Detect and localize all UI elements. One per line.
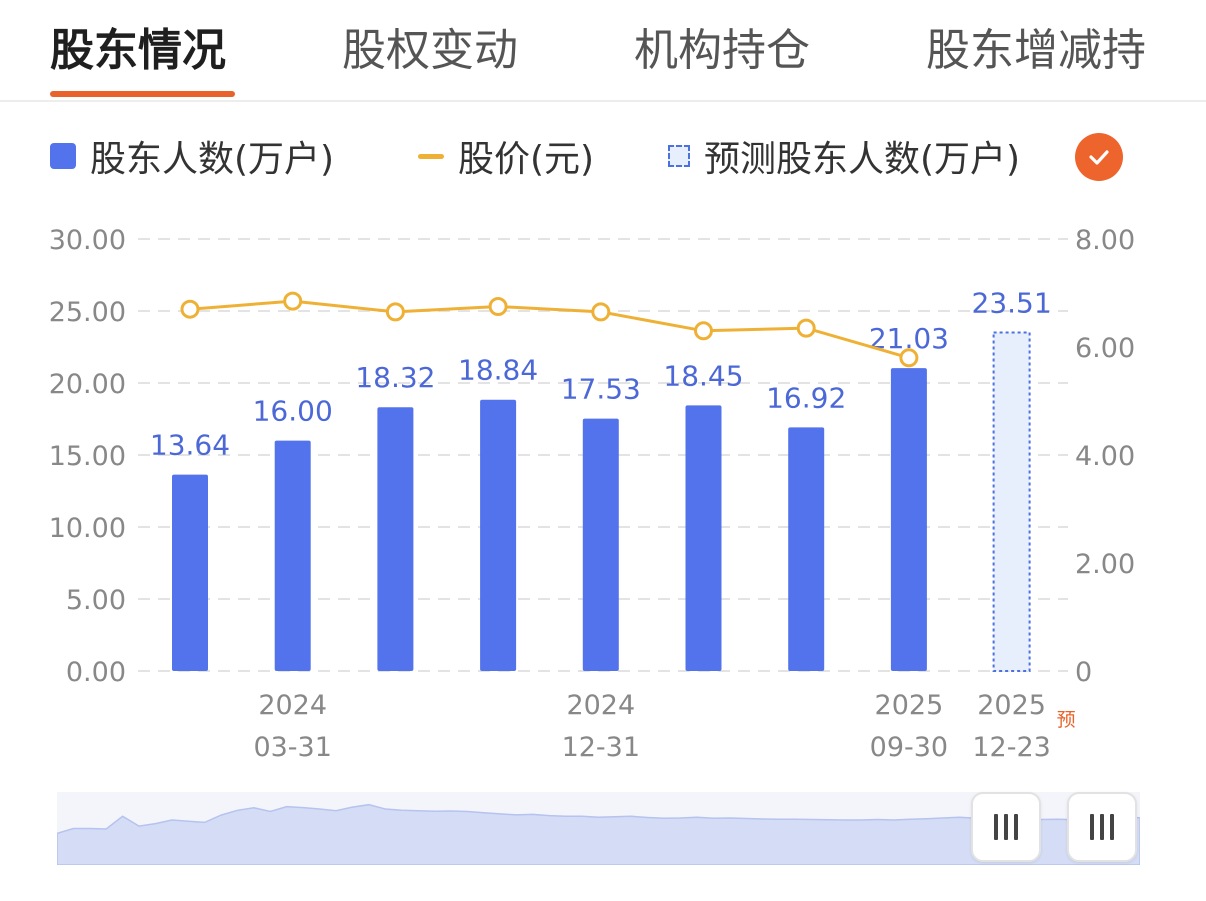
left-axis-tick: 0.00 (66, 657, 126, 688)
tab-shareholder-changes[interactable]: 股东增减持 (926, 25, 1146, 76)
price-line (189, 299, 910, 360)
price-point (283, 291, 303, 311)
x-axis-label-year: 2025 (977, 690, 1046, 721)
active-tab-indicator (50, 91, 235, 97)
x-axis-label-date: 03-31 (253, 732, 331, 763)
left-axis-tick: 10.00 (49, 513, 126, 544)
bar (582, 418, 619, 671)
x-axis-label-date: 12-31 (562, 732, 640, 763)
left-axis-tick: 20.00 (49, 369, 126, 400)
bar-data-label: 17.53 (561, 373, 641, 406)
legend-item-forecast[interactable]: 预测股东人数(万户) (668, 128, 1020, 184)
tab-shareholders[interactable]: 股东情况 (50, 25, 226, 76)
price-point (488, 297, 508, 316)
bar-data-label: 18.45 (663, 359, 743, 392)
chart-overview[interactable] (56, 792, 1141, 866)
shareholder-chart: 0.00 5.00 10.00 15.00 20.00 25.00 30.00 0 2.00 4.… (49, 225, 1135, 763)
left-axis-tick: 15.00 (49, 441, 126, 472)
forecast-bar (992, 331, 1031, 672)
left-axis-tick: 30.00 (49, 225, 126, 256)
right-axis-tick: 8.00 (1075, 225, 1135, 256)
bar-swatch-icon (50, 143, 76, 169)
legend-item-price[interactable]: 股价(元) (418, 128, 594, 184)
bar (172, 474, 208, 671)
price-point (591, 302, 611, 322)
legend-item-holders[interactable]: 股东人数(万户) (50, 128, 334, 184)
bar-data-label: 18.84 (458, 354, 538, 387)
bar (274, 440, 311, 671)
grip-icon (994, 814, 1018, 840)
x-axis-label-year: 2024 (566, 690, 635, 721)
x-axis-label-date: 12-23 (972, 732, 1050, 763)
bar (788, 427, 825, 671)
bar (480, 399, 517, 671)
bar-data-label: 18.32 (355, 361, 435, 394)
right-axis-tick: 4.00 (1075, 441, 1135, 472)
left-axis-tick: 25.00 (49, 297, 126, 328)
price-point (385, 302, 405, 322)
forecast-tag: 预 (1057, 709, 1076, 731)
forecast-swatch-icon (668, 145, 690, 167)
bar (685, 405, 722, 671)
chart-legend: 股东人数(万户) 股价(元) 预测股东人数(万户) (0, 128, 1206, 184)
bar-data-label: 13.64 (150, 429, 230, 462)
price-point (180, 299, 200, 319)
right-axis-tick: 2.00 (1075, 549, 1135, 580)
forecast-data-label: 23.51 (972, 286, 1052, 319)
range-start-handle[interactable] (971, 792, 1041, 862)
right-axis-tick: 0 (1075, 657, 1092, 688)
range-end-handle[interactable] (1067, 792, 1137, 862)
price-point (796, 318, 816, 338)
bar-data-label: 16.00 (253, 395, 333, 428)
tab-bar: 股东情况 股权变动 机构持仓 股东增减持 (0, 0, 1206, 102)
bar (377, 407, 414, 671)
bar-data-label: 16.92 (766, 381, 846, 414)
x-axis-label-year: 2024 (258, 690, 327, 721)
legend-label-holders: 股东人数(万户) (90, 139, 335, 180)
x-axis-label-date: 09-30 (870, 732, 948, 763)
tab-equity-change[interactable]: 股权变动 (342, 25, 518, 76)
line-swatch-icon (418, 153, 444, 159)
left-axis-tick: 5.00 (66, 585, 126, 616)
price-point (899, 348, 919, 368)
tab-institution-holdings[interactable]: 机构持仓 (634, 25, 810, 76)
right-axis-tick: 6.00 (1075, 333, 1135, 364)
check-icon (1089, 150, 1109, 165)
grip-icon (1090, 814, 1114, 840)
bar (890, 368, 927, 671)
legend-label-price: 股价(元) (458, 139, 595, 180)
x-axis-label-year: 2025 (875, 690, 944, 721)
price-point (694, 321, 713, 341)
legend-label-forecast: 预测股东人数(万户) (704, 139, 1021, 180)
forecast-toggle-button[interactable] (1075, 133, 1123, 181)
